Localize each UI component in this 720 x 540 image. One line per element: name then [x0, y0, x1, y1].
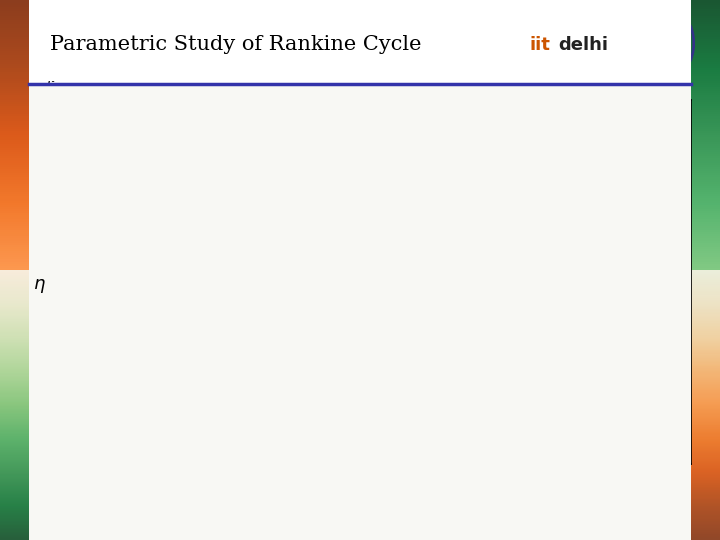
Text: 23.5MPa: 23.5MPa — [490, 116, 544, 129]
Text: $\eta$: $\eta$ — [33, 277, 46, 295]
Text: 18MPa: 18MPa — [269, 171, 311, 184]
Text: Parametric Study of Rankine Cycle: Parametric Study of Rankine Cycle — [50, 35, 422, 55]
Text: 6MPa: 6MPa — [613, 192, 647, 205]
Text: 1MPa: 1MPa — [514, 329, 548, 342]
Text: 22MPa: 22MPa — [411, 141, 452, 154]
Text: delhi: delhi — [558, 36, 608, 54]
Text: 10MPa: 10MPa — [235, 200, 277, 213]
Text: 3MPa: 3MPa — [302, 293, 336, 306]
Text: $\eta_t$: $\eta_t$ — [42, 70, 57, 85]
Text: $T_{max}$: $T_{max}$ — [321, 507, 356, 525]
Text: iit: iit — [529, 36, 550, 54]
